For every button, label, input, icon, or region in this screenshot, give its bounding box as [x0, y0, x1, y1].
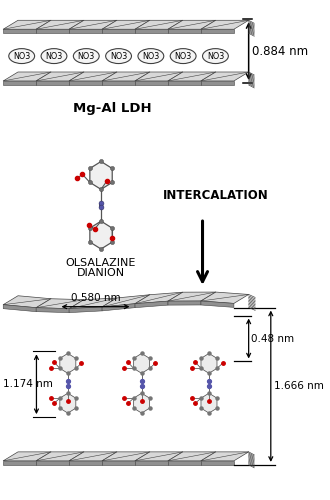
Polygon shape: [36, 298, 84, 308]
Polygon shape: [69, 20, 117, 29]
Polygon shape: [134, 393, 149, 413]
Polygon shape: [134, 354, 149, 374]
Polygon shape: [168, 20, 216, 29]
Polygon shape: [69, 72, 117, 81]
Polygon shape: [69, 307, 102, 312]
Text: NO3: NO3: [45, 52, 63, 60]
Text: Mg-Al LDH: Mg-Al LDH: [73, 102, 151, 116]
Polygon shape: [135, 29, 168, 33]
Polygon shape: [135, 72, 183, 81]
Ellipse shape: [41, 48, 67, 64]
Polygon shape: [135, 81, 168, 85]
Polygon shape: [90, 162, 112, 190]
Text: NO3: NO3: [13, 52, 30, 60]
Ellipse shape: [138, 48, 164, 64]
Polygon shape: [3, 20, 51, 29]
Polygon shape: [135, 292, 183, 304]
Polygon shape: [36, 81, 69, 85]
Polygon shape: [102, 81, 135, 85]
Polygon shape: [102, 304, 135, 311]
Polygon shape: [102, 20, 150, 29]
Polygon shape: [168, 301, 201, 305]
Polygon shape: [201, 81, 234, 85]
Text: NO3: NO3: [175, 52, 192, 60]
Polygon shape: [102, 452, 150, 461]
Text: 0.580 nm: 0.580 nm: [71, 292, 120, 302]
Polygon shape: [168, 72, 216, 81]
Polygon shape: [168, 461, 201, 465]
Polygon shape: [3, 29, 36, 33]
Polygon shape: [36, 308, 69, 312]
Polygon shape: [201, 292, 249, 304]
Polygon shape: [168, 292, 216, 301]
Text: 1.174 nm: 1.174 nm: [3, 379, 53, 389]
Polygon shape: [201, 393, 217, 413]
Text: NO3: NO3: [110, 52, 127, 60]
Polygon shape: [201, 20, 249, 29]
Polygon shape: [36, 29, 69, 33]
Ellipse shape: [203, 48, 228, 64]
Text: NO3: NO3: [207, 52, 224, 60]
Text: 0.884 nm: 0.884 nm: [252, 44, 309, 58]
Polygon shape: [135, 20, 183, 29]
Polygon shape: [60, 393, 76, 413]
Polygon shape: [60, 354, 76, 374]
Polygon shape: [201, 72, 249, 81]
Text: INTERCALATION: INTERCALATION: [163, 189, 268, 202]
Polygon shape: [201, 301, 234, 308]
Polygon shape: [201, 452, 249, 461]
Polygon shape: [69, 452, 117, 461]
Polygon shape: [3, 461, 36, 465]
Ellipse shape: [73, 48, 99, 64]
Ellipse shape: [170, 48, 196, 64]
Polygon shape: [3, 81, 36, 85]
Polygon shape: [36, 20, 84, 29]
Polygon shape: [201, 29, 234, 33]
Polygon shape: [102, 29, 135, 33]
Polygon shape: [36, 72, 84, 81]
Text: 0.48 nm: 0.48 nm: [251, 334, 295, 344]
Polygon shape: [168, 452, 216, 461]
Polygon shape: [3, 296, 51, 308]
Text: DIANION: DIANION: [77, 268, 125, 278]
Polygon shape: [3, 72, 51, 81]
Polygon shape: [36, 452, 84, 461]
Polygon shape: [3, 304, 36, 312]
Polygon shape: [135, 301, 168, 308]
Polygon shape: [201, 461, 234, 465]
Polygon shape: [69, 81, 102, 85]
Polygon shape: [69, 298, 117, 308]
Ellipse shape: [106, 48, 131, 64]
Polygon shape: [69, 29, 102, 33]
Polygon shape: [135, 461, 168, 465]
Text: NO3: NO3: [78, 52, 95, 60]
Polygon shape: [168, 29, 201, 33]
Polygon shape: [69, 461, 102, 465]
Polygon shape: [36, 461, 69, 465]
Ellipse shape: [9, 48, 35, 64]
Text: NO3: NO3: [142, 52, 159, 60]
Polygon shape: [135, 452, 183, 461]
Polygon shape: [168, 81, 201, 85]
Text: 1.666 nm: 1.666 nm: [274, 381, 323, 391]
Polygon shape: [90, 221, 112, 249]
Polygon shape: [102, 461, 135, 465]
Polygon shape: [102, 294, 150, 307]
Text: OLSALAZINE: OLSALAZINE: [66, 258, 136, 268]
Polygon shape: [102, 72, 150, 81]
Polygon shape: [3, 452, 51, 461]
Polygon shape: [201, 354, 217, 374]
